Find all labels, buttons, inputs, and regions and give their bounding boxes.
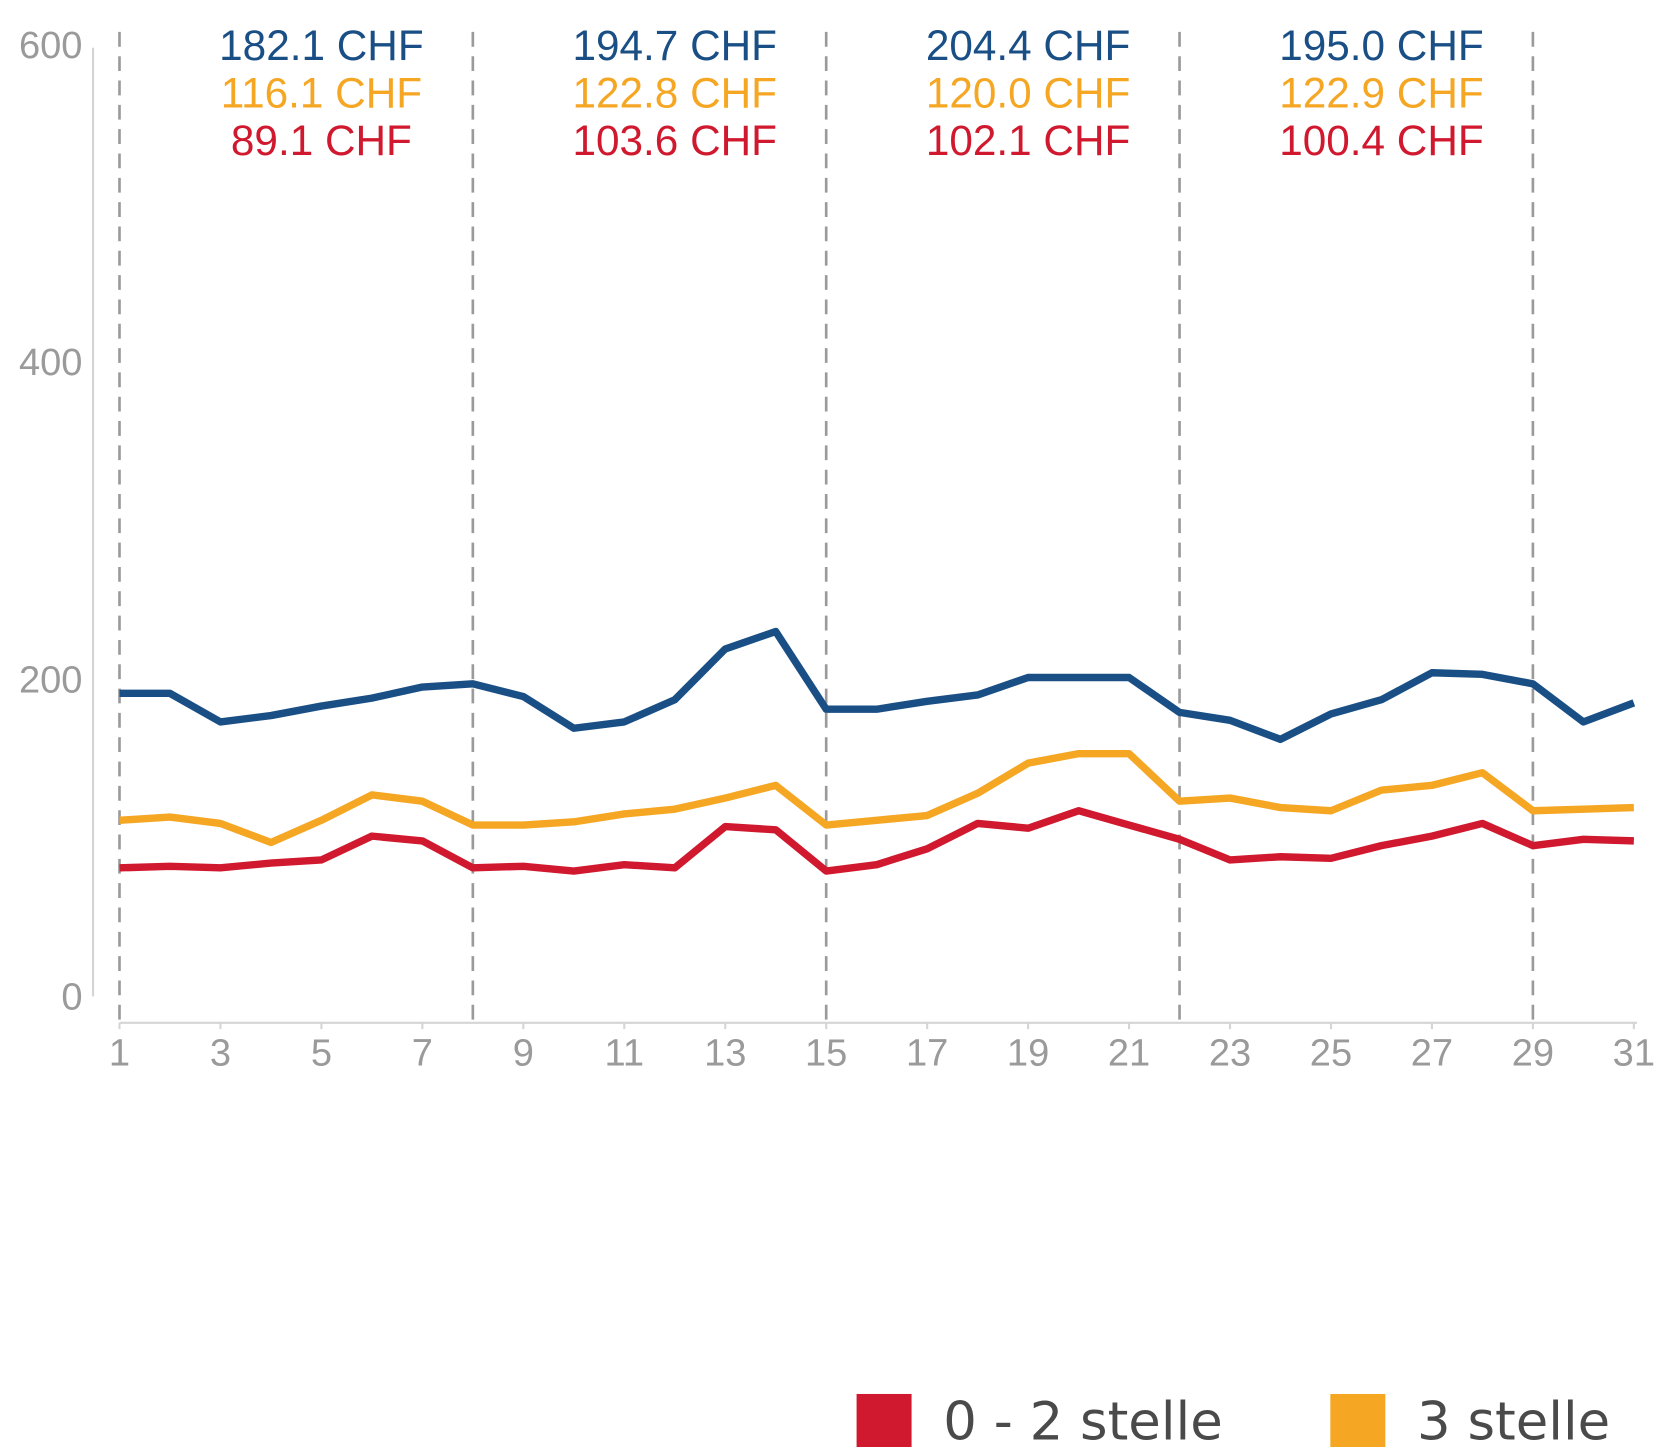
week-average-label: 89.1 CHF bbox=[231, 117, 412, 164]
x-tick-label: 31 bbox=[1613, 1033, 1655, 1075]
x-tick-label: 11 bbox=[605, 1033, 645, 1075]
week-average-label: 122.9 CHF bbox=[1279, 70, 1484, 117]
week-average-label: 100.4 CHF bbox=[1279, 117, 1484, 164]
x-tick-label: 17 bbox=[906, 1033, 948, 1075]
week-average-label: 120.0 CHF bbox=[926, 70, 1131, 117]
y-tick-label: 400 bbox=[19, 342, 83, 384]
x-tick-label: 15 bbox=[805, 1033, 847, 1075]
x-tick-label: 7 bbox=[412, 1033, 433, 1075]
legend-label: 0 - 2 stelle bbox=[943, 1391, 1222, 1447]
x-tick-label: 29 bbox=[1512, 1033, 1554, 1075]
y-tick-label: 0 bbox=[61, 977, 82, 1019]
x-tick-label: 27 bbox=[1411, 1033, 1453, 1075]
x-tick-label: 3 bbox=[210, 1033, 231, 1075]
week-average-label: 195.0 CHF bbox=[1279, 22, 1484, 69]
week-average-label: 204.4 CHF bbox=[926, 22, 1131, 69]
x-tick-label: 9 bbox=[513, 1033, 534, 1075]
week-average-label: 102.1 CHF bbox=[926, 117, 1131, 164]
legend-swatch bbox=[1330, 1393, 1386, 1447]
x-tick-label: 23 bbox=[1209, 1033, 1251, 1075]
x-tick-label: 19 bbox=[1007, 1033, 1049, 1075]
x-tick-label: 13 bbox=[704, 1033, 746, 1075]
week-average-label: 182.1 CHF bbox=[219, 22, 424, 69]
y-tick-label: 200 bbox=[19, 659, 83, 701]
legend-label: 3 stelle bbox=[1417, 1391, 1610, 1447]
week-average-label: 103.6 CHF bbox=[572, 117, 777, 164]
series-line bbox=[119, 627, 1636, 744]
x-tick-label: 5 bbox=[311, 1033, 332, 1075]
y-tick-label: 600 bbox=[19, 25, 83, 67]
series-line bbox=[119, 749, 1634, 847]
legend-swatch bbox=[856, 1393, 912, 1447]
x-tick-label: 21 bbox=[1108, 1033, 1150, 1075]
week-average-label: 194.7 CHF bbox=[572, 22, 777, 69]
series-line bbox=[119, 807, 1634, 875]
week-average-label: 116.1 CHF bbox=[221, 70, 422, 117]
week-average-label: 122.8 CHF bbox=[572, 70, 777, 117]
x-tick-label: 1 bbox=[109, 1033, 130, 1075]
x-tick-label: 25 bbox=[1310, 1033, 1352, 1075]
